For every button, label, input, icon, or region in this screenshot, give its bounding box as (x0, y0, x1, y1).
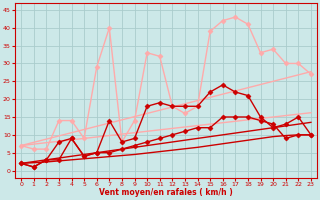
X-axis label: Vent moyen/en rafales ( km/h ): Vent moyen/en rafales ( km/h ) (99, 188, 233, 197)
